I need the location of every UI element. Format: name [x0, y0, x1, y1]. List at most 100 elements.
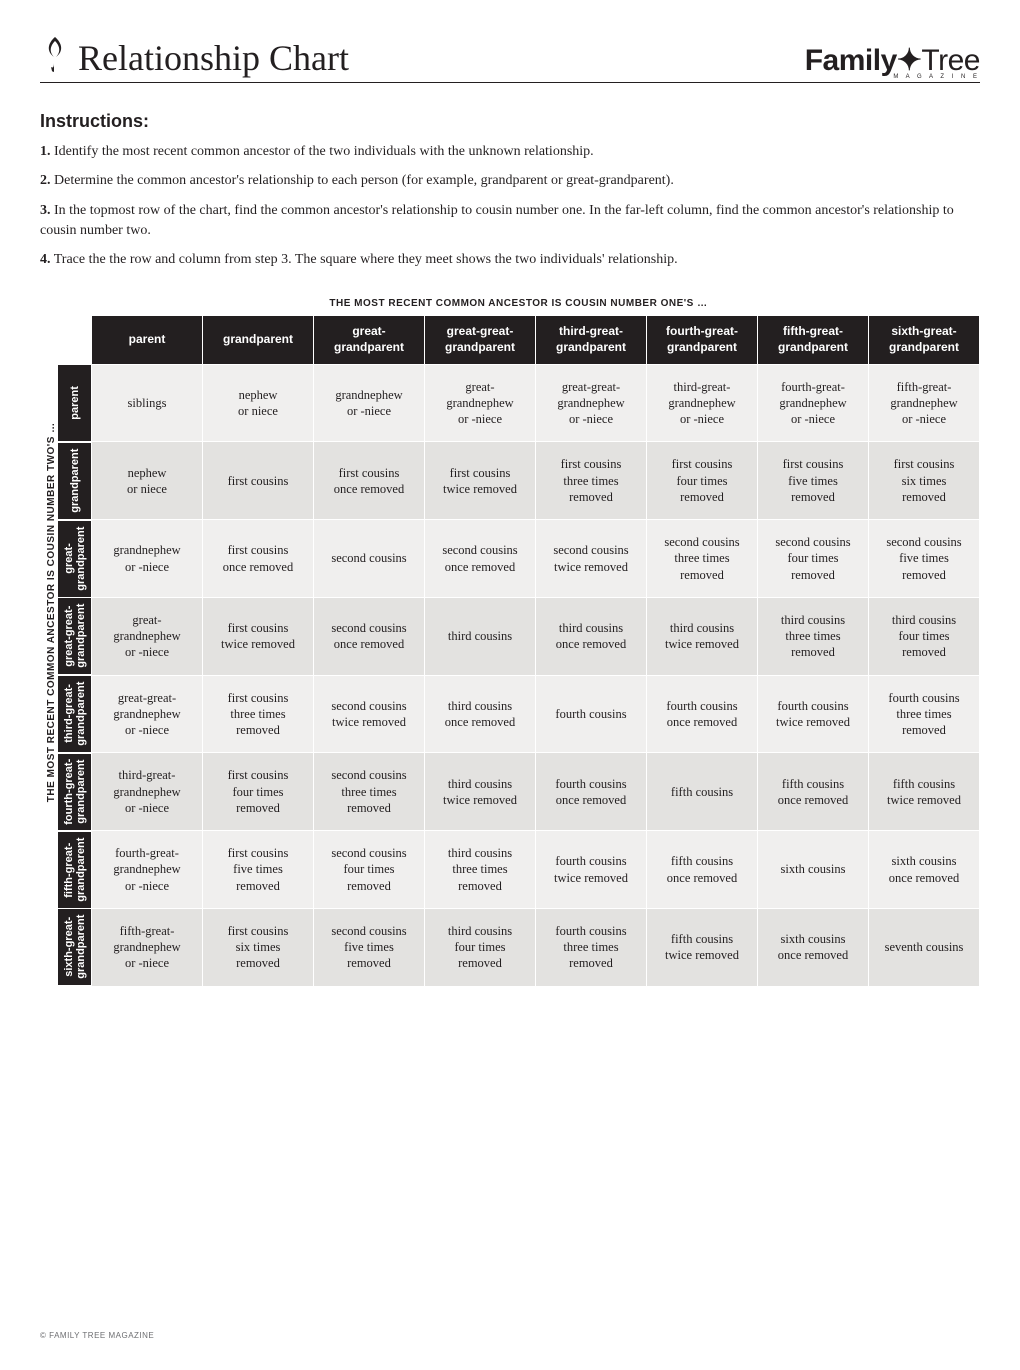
step-text: Trace the the row and column from step 3…: [54, 252, 678, 267]
relationship-cell: second cousinstwice removed: [314, 675, 425, 753]
step-text: Determine the common ancestor's relation…: [54, 173, 674, 188]
copyright-footer: © FAMILY TREE MAGAZINE: [40, 1331, 154, 1340]
relationship-cell: second cousinstwice removed: [536, 520, 647, 598]
relationship-cell: fifth-great-grandnephewor -niece: [869, 364, 980, 442]
relationship-cell: third-great-grandnephewor -niece: [647, 364, 758, 442]
relationship-cell: first cousinsfour timesremoved: [203, 753, 314, 831]
relationship-cell: first cousinsthree timesremoved: [536, 442, 647, 520]
relationship-cell: sixth cousinsonce removed: [758, 908, 869, 986]
column-header-row: parentgrandparentgreat-grandparentgreat-…: [58, 316, 980, 364]
relationship-cell: sixth cousins: [758, 831, 869, 909]
relationship-cell: fourth cousinstwice removed: [536, 831, 647, 909]
relationship-cell: fourth cousinsthree timesremoved: [536, 908, 647, 986]
relationship-cell: nephewor niece: [92, 442, 203, 520]
instruction-step: 3. In the topmost row of the chart, find…: [40, 201, 980, 242]
top-axis-label: THE MOST RECENT COMMON ANCESTOR IS COUSI…: [57, 298, 980, 309]
relationship-cell: second cousinsonce removed: [314, 597, 425, 675]
relationship-cell: third-great-grandnephewor -niece: [92, 753, 203, 831]
step-number: 1.: [40, 144, 51, 159]
step-number: 3.: [40, 203, 51, 218]
relationship-cell: first cousinsfive timesremoved: [758, 442, 869, 520]
instruction-step: 1. Identify the most recent common ances…: [40, 142, 980, 162]
relationship-cell: third cousinsthree timesremoved: [425, 831, 536, 909]
title-block: Relationship Chart: [40, 35, 349, 80]
relationship-cell: second cousinsfour timesremoved: [758, 520, 869, 598]
instruction-step: 4. Trace the the row and column from ste…: [40, 250, 980, 270]
relationship-cell: fourth cousinsonce removed: [536, 753, 647, 831]
relationship-cell: fourth-great-grandnephewor -niece: [92, 831, 203, 909]
column-header: great-great-grandparent: [425, 316, 536, 364]
leaf-icon: [40, 35, 70, 80]
column-header: fourth-great-grandparent: [647, 316, 758, 364]
instructions-section: Instructions: 1. Identify the most recen…: [40, 111, 980, 270]
step-number: 2.: [40, 173, 51, 188]
relationship-cell: second cousinsthree timesremoved: [314, 753, 425, 831]
relationship-cell: nephewor niece: [203, 364, 314, 442]
relationship-cell: grandnephewor -niece: [314, 364, 425, 442]
relationship-cell: great-grandnephewor -niece: [92, 597, 203, 675]
row-header: fifth-great-grandparent: [58, 831, 92, 909]
row-header: parent: [58, 364, 92, 442]
table-row: parentsiblingsnephewor niecegrandnephewo…: [58, 364, 980, 442]
relationship-cell: second cousins: [314, 520, 425, 598]
relationship-cell: grandnephewor -niece: [92, 520, 203, 598]
relationship-cell: first cousinssix timesremoved: [869, 442, 980, 520]
row-header: grandparent: [58, 442, 92, 520]
step-number: 4.: [40, 252, 51, 267]
relationship-cell: third cousinstwice removed: [647, 597, 758, 675]
relationship-cell: third cousinsfour timesremoved: [869, 597, 980, 675]
page-header: Relationship Chart Family✦Tree M A G A Z…: [40, 35, 980, 83]
column-header: great-grandparent: [314, 316, 425, 364]
relationship-cell: second cousinsfive timesremoved: [314, 908, 425, 986]
brand-main: Family: [805, 44, 897, 77]
row-header: fourth-great-grandparent: [58, 753, 92, 831]
column-header: fifth-great-grandparent: [758, 316, 869, 364]
table-row: fifth-great-grandparentfourth-great-gran…: [58, 831, 980, 909]
relationship-cell: great-great-grandnephewor -niece: [536, 364, 647, 442]
instructions-heading: Instructions:: [40, 111, 980, 132]
table-row: great-great-grandparentgreat-grandnephew…: [58, 597, 980, 675]
relationship-cell: fourth cousinstwice removed: [758, 675, 869, 753]
brand-sub: Tree: [921, 44, 980, 77]
relationship-cell: first cousinsfour timesremoved: [647, 442, 758, 520]
relationship-cell: third cousinsthree timesremoved: [758, 597, 869, 675]
relationship-cell: third cousins: [425, 597, 536, 675]
relationship-cell: fifth cousinsonce removed: [758, 753, 869, 831]
table-row: fourth-great-grandparentthird-great-gran…: [58, 753, 980, 831]
relationship-cell: fourth cousinsthree timesremoved: [869, 675, 980, 753]
table-body: parentsiblingsnephewor niecegrandnephewo…: [58, 364, 980, 986]
relationship-cell: great-great-grandnephewor -niece: [92, 675, 203, 753]
relationship-cell: first cousinsonce removed: [314, 442, 425, 520]
row-header: third-great-grandparent: [58, 675, 92, 753]
relationship-cell: fourth cousinsonce removed: [647, 675, 758, 753]
row-header: sixth-great-grandparent: [58, 908, 92, 986]
column-header: third-great-grandparent: [536, 316, 647, 364]
relationship-cell: first cousinstwice removed: [425, 442, 536, 520]
step-text: Identify the most recent common ancestor…: [54, 144, 594, 159]
relationship-cell: first cousins: [203, 442, 314, 520]
relationship-table: parentgrandparentgreat-grandparentgreat-…: [57, 315, 980, 986]
relationship-cell: first cousinstwice removed: [203, 597, 314, 675]
relationship-cell: second cousinsfour timesremoved: [314, 831, 425, 909]
row-header: great-grandparent: [58, 520, 92, 598]
corner-cell: [58, 316, 92, 364]
relationship-cell: first cousinsonce removed: [203, 520, 314, 598]
instruction-step: 2. Determine the common ancestor's relat…: [40, 171, 980, 191]
relationship-cell: siblings: [92, 364, 203, 442]
table-row: grandparentnephewor niecefirst cousinsfi…: [58, 442, 980, 520]
relationship-cell: second cousinsonce removed: [425, 520, 536, 598]
relationship-cell: fifth-great-grandnephewor -niece: [92, 908, 203, 986]
relationship-cell: fifth cousins: [647, 753, 758, 831]
table-row: third-great-grandparentgreat-great-grand…: [58, 675, 980, 753]
relationship-cell: second cousinsthree timesremoved: [647, 520, 758, 598]
relationship-cell: third cousinsonce removed: [536, 597, 647, 675]
row-header: great-great-grandparent: [58, 597, 92, 675]
table-row: sixth-great-grandparentfifth-great-grand…: [58, 908, 980, 986]
star-icon: ✦: [897, 44, 922, 77]
relationship-cell: third cousinstwice removed: [425, 753, 536, 831]
column-header: grandparent: [203, 316, 314, 364]
relationship-chart: THE MOST RECENT COMMON ANCESTOR IS COUSI…: [40, 298, 980, 986]
relationship-cell: seventh cousins: [869, 908, 980, 986]
relationship-cell: fourth-great-grandnephewor -niece: [758, 364, 869, 442]
left-axis-label: THE MOST RECENT COMMON ANCESTOR IS COUSI…: [40, 298, 57, 986]
